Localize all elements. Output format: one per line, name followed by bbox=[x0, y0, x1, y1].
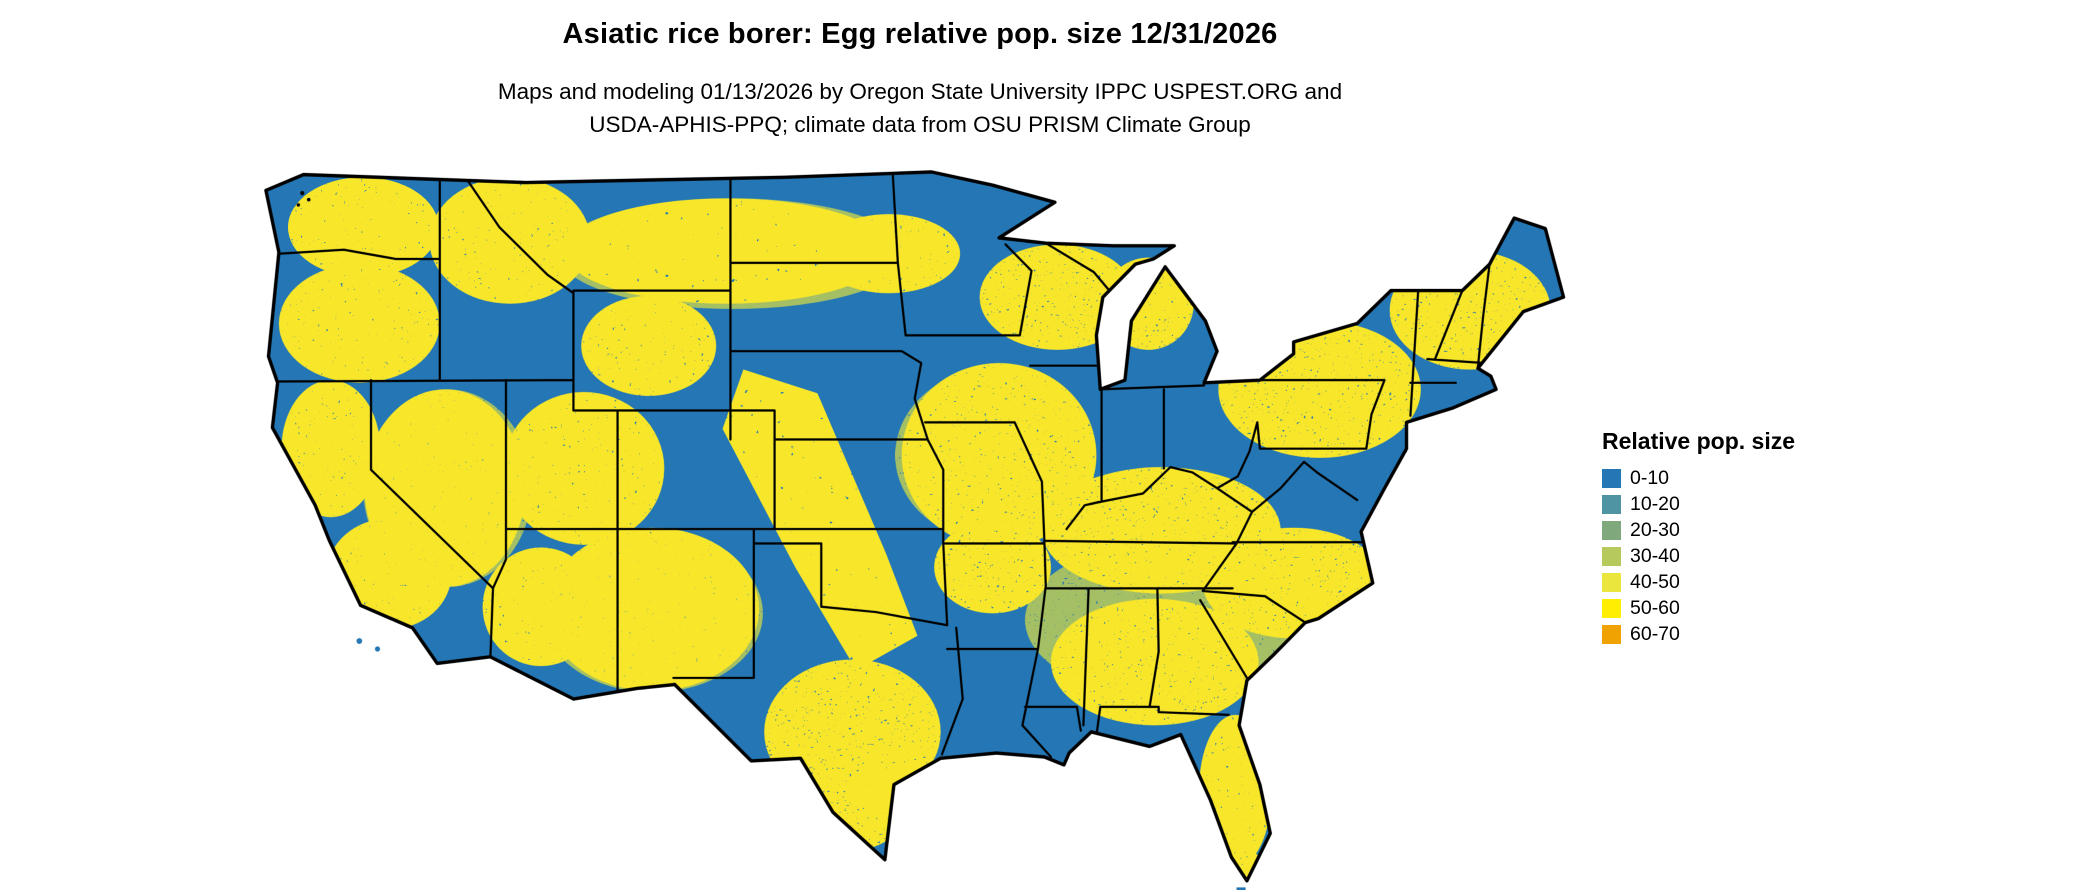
florida-keys bbox=[1236, 887, 1246, 890]
population-speckles-yellow bbox=[278, 177, 1551, 881]
legend-swatch bbox=[1602, 494, 1621, 514]
legend-item: 50-60 bbox=[1602, 595, 1795, 621]
legend-item-label: 60-70 bbox=[1630, 622, 1680, 645]
legend-item: 30-40 bbox=[1602, 543, 1795, 569]
us-outline bbox=[264, 170, 1566, 883]
legend-swatch bbox=[1602, 520, 1621, 540]
us-map-svg bbox=[264, 170, 1566, 890]
legend-item-label: 30-40 bbox=[1630, 544, 1680, 567]
header: Asiatic rice borer: Egg relative pop. si… bbox=[0, 18, 1840, 141]
subtitle-line-2: USDA-APHIS-PPQ; climate data from OSU PR… bbox=[589, 112, 1251, 137]
legend-item: 20-30 bbox=[1602, 517, 1795, 543]
us-map bbox=[262, 168, 1570, 890]
legend-swatch bbox=[1602, 624, 1621, 644]
legend-swatch bbox=[1602, 546, 1621, 566]
channel-islands bbox=[356, 638, 381, 652]
legend-item: 60-70 bbox=[1602, 621, 1795, 647]
legend-item-label: 20-30 bbox=[1630, 518, 1680, 541]
legend-item-label: 50-60 bbox=[1630, 596, 1680, 619]
legend-item-label: 0-10 bbox=[1630, 466, 1670, 489]
legend-item-label: 10-20 bbox=[1630, 492, 1680, 515]
page-title: Asiatic rice borer: Egg relative pop. si… bbox=[562, 18, 1278, 50]
legend: Relative pop. size 0-10 10-20 20-30 30-4… bbox=[1602, 428, 1795, 647]
legend-swatch bbox=[1602, 468, 1621, 488]
legend-item: 40-50 bbox=[1602, 569, 1795, 595]
puget-sound-detail bbox=[296, 190, 311, 207]
legend-swatch bbox=[1602, 598, 1621, 618]
legend-swatch bbox=[1602, 572, 1621, 592]
legend-title: Relative pop. size bbox=[1602, 428, 1796, 454]
legend-item: 0-10 bbox=[1602, 465, 1795, 491]
state-borders bbox=[276, 171, 1491, 759]
subtitle: Maps and modeling 01/13/2026 by Oregon S… bbox=[0, 75, 1840, 141]
legend-item-label: 40-50 bbox=[1630, 570, 1680, 593]
subtitle-line-1: Maps and modeling 01/13/2026 by Oregon S… bbox=[497, 79, 1343, 104]
legend-item: 10-20 bbox=[1602, 491, 1795, 517]
